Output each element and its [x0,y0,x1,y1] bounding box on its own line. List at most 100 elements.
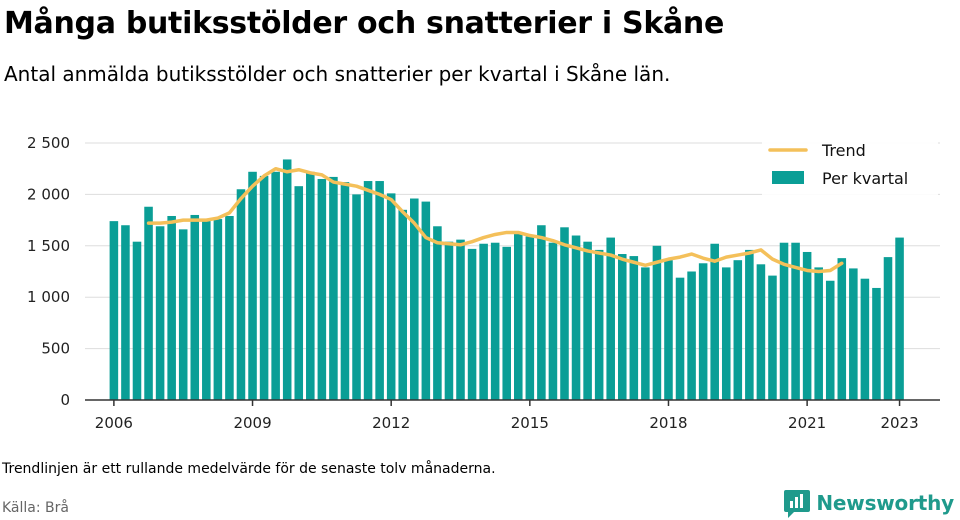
bar [236,189,246,400]
bar [537,225,546,400]
bar [421,201,431,400]
bar [883,257,893,400]
bar [606,237,615,400]
logo-text: Newsworthy [816,491,954,515]
bar [363,181,373,400]
bar [710,243,719,400]
bar [178,229,188,400]
bar [259,175,269,400]
chart-subtitle: Antal anmälda butiksstölder och snatteri… [4,62,671,86]
newsworthy-logo: Newsworthy [784,488,954,518]
bar [849,268,858,400]
legend-bar-label: Per kvartal [822,169,908,188]
bar [340,182,350,400]
bar [617,254,627,400]
x-tick-label: 2009 [233,414,271,432]
bar [514,233,523,400]
bar [791,242,800,400]
bar [629,256,639,400]
bar [155,226,165,400]
y-tick-label: 1 500 [27,237,70,255]
legend: Trend Per kvartal [762,138,938,196]
bar [594,249,604,400]
y-tick-label: 2 500 [27,134,70,152]
bar [352,194,361,400]
legend-background [762,138,938,196]
bar [687,271,696,400]
bar [282,159,292,400]
bar [733,260,743,400]
bar [698,263,708,400]
bar-chart-icon [784,490,811,518]
bar [317,178,327,400]
chart-title: Många butiksstölder och snatterier i Skå… [4,6,725,41]
bar [860,278,870,400]
source-note: Källa: Brå [2,500,69,516]
legend-trend-label: Trend [821,141,866,160]
bar [121,225,130,400]
x-tick-label: 2006 [95,414,133,432]
x-axis: 2006 2009 2012 2015 2018 2021 2023 [85,399,940,432]
bar [271,171,280,400]
bar [433,226,442,400]
bar-series [109,159,904,400]
bar [306,171,315,400]
bar [144,206,153,400]
bar [190,214,200,400]
chart-area: 0 500 1 000 1 500 2 000 2 500 2006 2009 2012 201… [27,134,940,432]
bar [329,176,338,400]
bar [467,248,477,400]
bar [294,186,304,400]
bar [456,239,465,400]
bar [490,242,500,400]
bar [525,236,535,400]
bar [664,260,673,400]
bar [768,275,777,400]
y-tick-label: 2 000 [27,185,70,203]
bar [641,267,650,400]
bar [248,171,257,400]
trend-series [146,166,844,274]
bar [213,219,223,400]
bar [410,198,419,400]
bar [560,227,569,400]
bar [548,242,558,400]
bar [444,241,454,400]
bar [167,215,176,400]
bar [675,277,685,400]
x-tick-label: 2015 [511,414,549,432]
bar [375,181,384,400]
bar [479,243,488,400]
bar [386,193,396,400]
legend-bar-swatch [772,171,804,184]
x-tick-label: 2018 [649,414,687,432]
bar [571,235,581,400]
bar [814,267,823,400]
bar [652,245,662,400]
x-tick-label: 2012 [372,414,410,432]
bar [132,241,142,400]
bar [779,242,789,400]
bar [109,221,119,400]
y-tick-label: 1 000 [27,288,70,306]
x-tick-label: 2023 [880,414,918,432]
bar [756,264,766,400]
bar [721,267,731,400]
bar [398,209,408,400]
bar [502,246,511,400]
bar [202,219,211,400]
y-tick-label: 500 [41,340,70,358]
y-tick-label: 0 [60,391,70,409]
bar [745,249,754,400]
bar [837,258,847,400]
bar [872,287,881,400]
bar [225,215,234,400]
y-axis-labels: 0 500 1 000 1 500 2 000 2 500 [27,134,70,409]
x-tick-label: 2021 [788,414,826,432]
bar [583,241,592,400]
bar [802,251,812,400]
bar [825,280,835,400]
bar [895,237,904,400]
trend-line [146,166,844,274]
footnote: Trendlinjen är ett rullande medelvärde f… [2,461,496,477]
